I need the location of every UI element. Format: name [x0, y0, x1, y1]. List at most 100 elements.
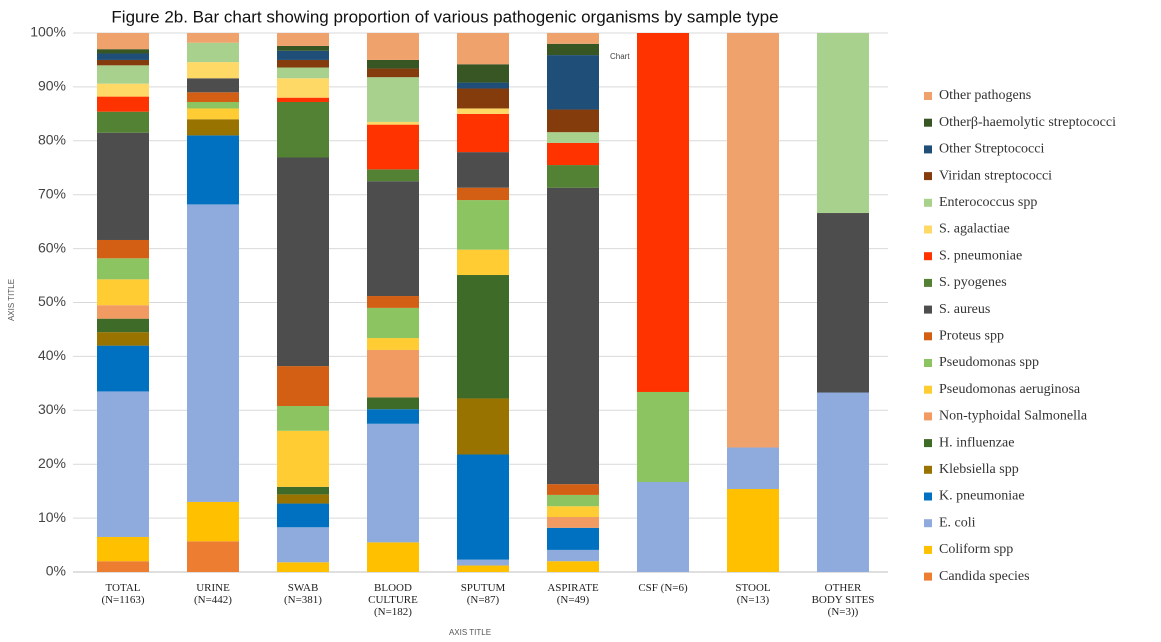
y-tick-label: 70%	[38, 185, 66, 201]
x-axis-title: AXIS TITLE	[449, 628, 491, 637]
bar-segment	[367, 296, 419, 308]
bar-segment	[277, 486, 329, 495]
bar-segment	[457, 565, 509, 572]
y-tick-label: 60%	[38, 239, 66, 255]
bar-segment	[457, 88, 509, 109]
bar-segment	[457, 398, 509, 455]
x-tick-label: ASPIRATE (N=49)	[547, 582, 599, 606]
annotation: Chart	[610, 52, 630, 61]
bar-segment	[547, 494, 599, 507]
legend-swatch	[924, 145, 932, 154]
bar-segment	[817, 392, 869, 572]
x-tick-label: SWAB (N=381)	[284, 582, 322, 606]
x-tick-label: URINE (N=442)	[194, 582, 232, 606]
y-tick-label: 90%	[38, 78, 66, 94]
bar-segment	[277, 405, 329, 431]
bar-segment	[277, 50, 329, 60]
bar-segment	[817, 33, 869, 214]
bar-segment	[367, 77, 419, 122]
legend-label: S. aureus	[939, 302, 990, 317]
y-tick-label: 20%	[38, 455, 66, 471]
bar-segment	[817, 213, 869, 393]
bar-segment	[277, 101, 329, 158]
y-tick-label: 80%	[38, 132, 66, 148]
bar-segment	[277, 157, 329, 367]
bar-segment	[277, 33, 329, 46]
bar-segment	[277, 430, 329, 487]
legend-swatch	[924, 519, 932, 528]
bar-segment	[637, 391, 689, 482]
y-tick-label: 40%	[38, 347, 66, 363]
bar-segment	[97, 111, 149, 133]
legend-label: S. pyogenes	[939, 275, 1007, 290]
bar-segment	[97, 536, 149, 562]
bar-segment	[547, 55, 599, 110]
bar-segment	[457, 82, 509, 89]
bar-segment	[457, 64, 509, 83]
bar-segment	[457, 249, 509, 276]
bar-segment	[187, 62, 239, 79]
x-tick-label: BLOOD CULTURE (N=182)	[368, 582, 418, 618]
bar-segment	[547, 187, 599, 485]
legend-swatch	[924, 572, 932, 581]
legend-label: S. pneumoniae	[939, 248, 1022, 263]
bar-segment	[547, 142, 599, 166]
bar-segment	[727, 447, 779, 489]
x-tick-label: SPUTUM (N=87)	[460, 582, 506, 606]
bar-segment	[97, 65, 149, 84]
legend-swatch	[924, 465, 932, 474]
bar-segment	[547, 43, 599, 56]
bar-segment	[97, 391, 149, 537]
bar-segment	[367, 409, 419, 424]
bar-segment	[367, 542, 419, 572]
bar-segment	[457, 200, 509, 250]
bar-segment	[547, 109, 599, 133]
legend-label: Coliform spp	[939, 542, 1013, 557]
legend-label: Viridan streptococci	[939, 168, 1052, 183]
x-tick-label: TOTAL (N=1163)	[101, 582, 145, 606]
bar-segment	[367, 397, 419, 410]
bar-segment	[457, 559, 509, 566]
bar-segment	[367, 423, 419, 543]
bar-segment	[187, 42, 239, 63]
chart-title: Figure 2b. Bar chart showing proportion …	[111, 7, 778, 26]
bar-segment	[97, 33, 149, 50]
bar-segment	[187, 541, 239, 572]
legend-swatch	[924, 118, 932, 127]
bar-segment	[727, 488, 779, 572]
legend-swatch	[924, 252, 932, 261]
bar-segment	[277, 503, 329, 528]
bar-segment	[97, 53, 149, 60]
bar-segment	[547, 33, 599, 44]
y-tick-label: 50%	[38, 293, 66, 309]
legend-label: Pseudomonas spp	[939, 355, 1039, 370]
legend-swatch	[924, 545, 932, 554]
legend-label: E. coli	[939, 515, 976, 530]
bar-segment	[457, 275, 509, 399]
y-tick-label: 30%	[38, 401, 66, 417]
bar-segment	[187, 92, 239, 102]
bar-segment	[367, 68, 419, 78]
legend-label: Proteus spp	[939, 329, 1004, 344]
legend-swatch	[924, 305, 932, 314]
legend-swatch	[924, 412, 932, 421]
bar-segment	[97, 132, 149, 240]
bar-segment	[187, 501, 239, 542]
legend-swatch	[924, 439, 932, 448]
bar-segment	[97, 83, 149, 97]
bar-segment	[187, 108, 239, 120]
bar-segment	[547, 484, 599, 495]
bar-segment	[367, 338, 419, 350]
legend-swatch	[924, 359, 932, 367]
bar-segment	[277, 562, 329, 572]
x-tick-label: OTHER BODY SITES (N=3))	[811, 582, 875, 618]
legend-swatch	[924, 385, 932, 394]
bar-segment	[187, 101, 239, 109]
y-tick-label: 10%	[38, 509, 66, 525]
legend-swatch	[924, 332, 932, 341]
bar-segment	[547, 549, 599, 562]
bar-segment	[367, 349, 419, 398]
legend-label: Candida species	[939, 569, 1030, 584]
